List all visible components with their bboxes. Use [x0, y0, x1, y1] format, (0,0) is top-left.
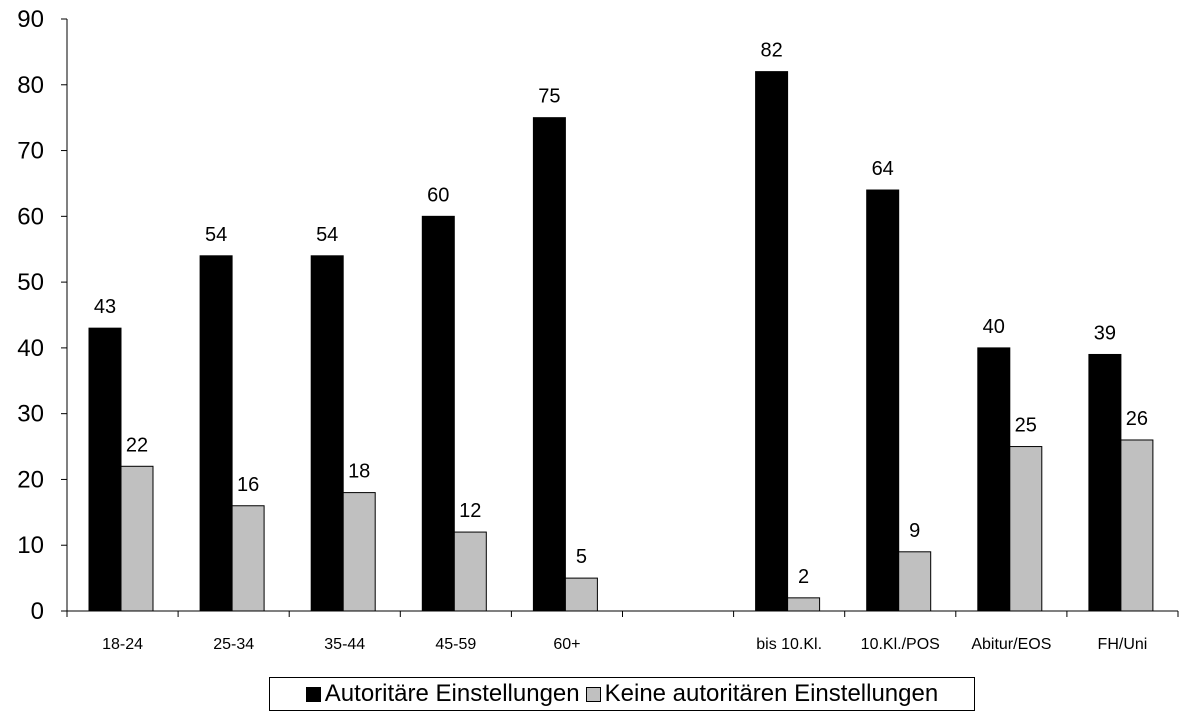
x-tick-label: 35-44 — [324, 636, 365, 653]
bar-keine-autoritaeren — [787, 597, 821, 612]
y-tick-label: 40 — [17, 335, 44, 362]
bar-keine-autoritaeren — [231, 505, 265, 612]
data-label: 82 — [760, 40, 782, 62]
data-label: 54 — [316, 224, 338, 246]
data-label: 64 — [872, 158, 894, 180]
data-label: 9 — [909, 520, 920, 542]
legend-swatch-autoritaere — [305, 686, 321, 702]
bar-autoritaere — [421, 215, 455, 612]
y-tick-label: 20 — [17, 466, 44, 493]
data-label: 26 — [1126, 408, 1148, 430]
y-tick-label: 50 — [17, 269, 44, 296]
bar-keine-autoritaeren — [120, 465, 154, 612]
x-tick-label: 60+ — [553, 636, 580, 653]
data-label: 2 — [798, 566, 809, 588]
bar-autoritaere — [1088, 353, 1122, 612]
legend-swatch-keine-autoritaeren — [585, 686, 601, 702]
data-label: 54 — [205, 224, 227, 246]
bar-autoritaere — [310, 255, 344, 612]
bar-autoritaere — [532, 117, 566, 612]
bar-keine-autoritaeren — [564, 577, 598, 612]
x-tick-label: Abitur/EOS — [971, 636, 1051, 653]
data-label: 25 — [1015, 415, 1037, 437]
y-tick-label: 70 — [17, 138, 44, 165]
bar-autoritaere — [88, 327, 122, 612]
data-label: 60 — [427, 184, 449, 206]
y-tick-label: 80 — [17, 72, 44, 99]
y-tick-label: 60 — [17, 203, 44, 230]
bar-autoritaere — [866, 189, 900, 612]
data-label: 18 — [348, 461, 370, 483]
bar-autoritaere — [977, 347, 1011, 612]
bar-keine-autoritaeren — [453, 531, 487, 612]
x-tick-label: 18-24 — [102, 636, 143, 653]
bar-keine-autoritaeren — [1120, 439, 1154, 612]
bar-autoritaere — [199, 255, 233, 612]
y-tick-label: 10 — [17, 532, 44, 559]
y-tick-label: 0 — [31, 598, 44, 625]
legend-label-keine-autoritaeren: Keine autoritären Einstellungen — [604, 680, 939, 707]
y-tick-label: 30 — [17, 401, 44, 428]
data-label: 75 — [538, 86, 560, 108]
data-label: 43 — [94, 296, 116, 318]
legend-label-autoritaere: Autoritäre Einstellungen — [324, 680, 580, 707]
bar-autoritaere — [755, 71, 789, 612]
bar-keine-autoritaeren — [342, 492, 376, 612]
x-tick-label: 10.Kl./POS — [861, 636, 940, 653]
data-label: 39 — [1094, 322, 1116, 344]
data-label: 16 — [237, 474, 259, 496]
chart-legend: Autoritäre Einstellungen Keine autoritär… — [269, 677, 975, 711]
x-tick-label: 25-34 — [213, 636, 254, 653]
data-label: 40 — [983, 316, 1005, 338]
y-tick-label: 90 — [17, 6, 44, 33]
data-label: 22 — [126, 434, 148, 456]
bar-keine-autoritaeren — [898, 551, 932, 612]
x-tick-label: 45-59 — [435, 636, 476, 653]
bar-chart: 0 10 20 30 40 50 60 70 80 90 18-24 25-34 35-44 45-59 6… — [17, 6, 1179, 653]
x-tick-label: FH/Uni — [1098, 636, 1148, 653]
x-tick-label: bis 10.Kl. — [756, 636, 822, 653]
legend-item-keine-autoritaeren: Keine autoritären Einstellungen — [585, 680, 939, 708]
data-label: 12 — [459, 500, 481, 522]
bar-keine-autoritaeren — [1009, 446, 1043, 612]
legend-item-autoritaere: Autoritäre Einstellungen — [305, 680, 580, 708]
data-label: 5 — [576, 546, 587, 568]
